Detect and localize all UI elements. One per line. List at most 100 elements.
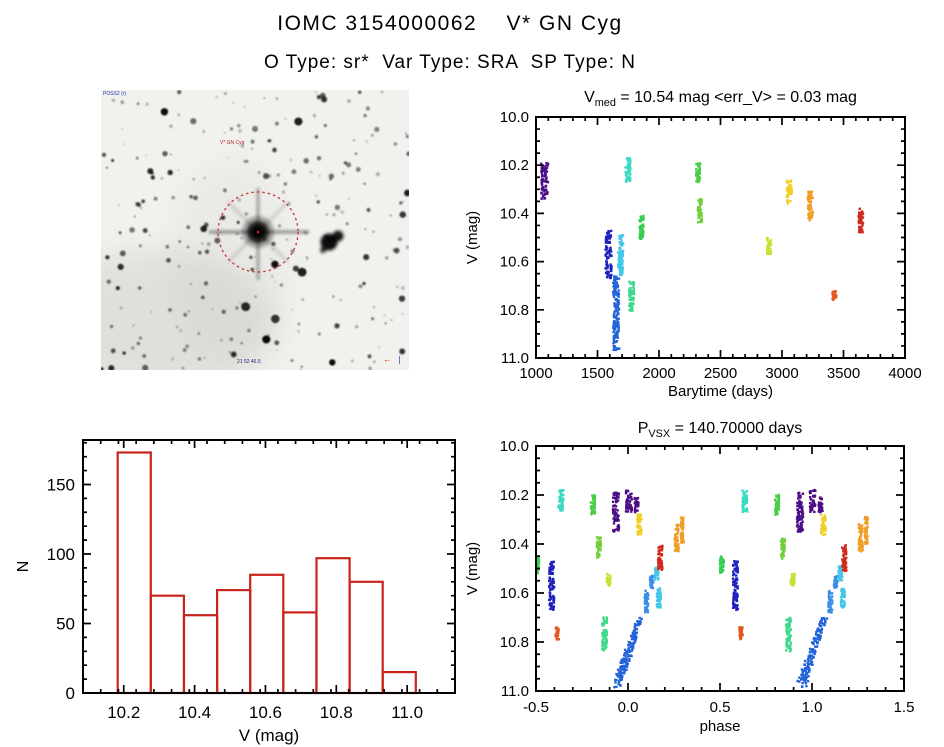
y-tick-label: 10.2 — [500, 157, 529, 174]
y-tick-label: 0 — [66, 684, 75, 703]
lightcurve-plot: 1000 1500 2000 2500 3000 3500 4000 10.0 10.2 10.4… — [464, 89, 922, 400]
x-tick-label: 3000 — [765, 365, 798, 382]
data-cluster — [785, 179, 793, 205]
data-cluster — [643, 589, 834, 614]
data-cluster — [648, 574, 839, 590]
data-cluster — [604, 229, 613, 280]
data-cluster — [624, 156, 632, 183]
data-cluster — [589, 493, 781, 516]
histogram-bar — [315, 557, 351, 695]
histogram-bar — [182, 614, 219, 695]
x-tick-label: 1.5 — [894, 699, 915, 716]
data-cluster — [554, 626, 744, 641]
finder-star-label: V* GN Cyg — [220, 140, 245, 146]
data-cluster — [612, 275, 621, 352]
y-tick-label: 10.6 — [500, 254, 529, 271]
histogram-bar — [249, 573, 285, 695]
data-cluster — [557, 489, 749, 513]
histogram-bar — [216, 589, 252, 695]
target-circle — [217, 191, 299, 273]
data-cluster — [696, 197, 704, 224]
target-centre-mark — [256, 230, 260, 234]
plot-title: Vmed = 10.54 mag <err_V> = 0.03 mag — [584, 89, 857, 109]
y-axis-label: V (mag) — [464, 211, 481, 264]
histogram-bar — [348, 580, 384, 695]
y-axis-label: V (mag) — [464, 542, 481, 595]
phase-plot: -0.5 0.0 0.5 1.0 1.5 10.0 10.2 10.4 10.6 10.8 11.0… — [464, 420, 915, 735]
plot-title: PVSX = 140.70000 days — [638, 420, 803, 440]
finder-coords-label: 21 52 46.5 — [237, 359, 261, 365]
data-cluster — [636, 513, 827, 537]
data-points — [540, 156, 865, 352]
x-tick-label: 1500 — [581, 365, 614, 382]
y-tick-label: 11.0 — [501, 683, 529, 700]
data-cluster — [653, 564, 844, 582]
y-tick-label: 10.8 — [500, 634, 529, 651]
y-tick-label: 150 — [47, 475, 75, 494]
y-axis-label: N — [15, 561, 32, 573]
histogram-bar — [149, 594, 186, 695]
data-cluster — [595, 536, 786, 560]
finder-survey-label: POSS2 (r) — [103, 91, 127, 97]
y-tick-label: 10.2 — [500, 487, 529, 504]
x-tick-label: 11.0 — [391, 703, 423, 722]
data-cluster — [624, 488, 817, 514]
data-cluster — [857, 207, 865, 234]
y-tick-label: 11.0 — [501, 350, 529, 367]
data-cluster — [633, 496, 824, 514]
data-cluster — [679, 516, 869, 545]
finder-chart-image — [101, 90, 409, 370]
data-cluster — [616, 234, 625, 277]
histogram-bar — [381, 671, 417, 695]
axes — [82, 439, 456, 694]
x-tick-label: 1000 — [519, 365, 552, 382]
data-cluster — [656, 544, 848, 573]
histogram-bar — [282, 611, 318, 695]
neighbour-star — [320, 230, 344, 253]
x-tick-label: 10.2 — [107, 703, 140, 722]
data-cluster — [673, 523, 864, 553]
y-tick-label: 10.0 — [500, 438, 529, 455]
finder-chart: POSS2 (r) V* GN Cyg 21 52 46.5 ← ❘ — [101, 90, 409, 370]
data-cluster — [806, 190, 814, 222]
data-cluster — [605, 572, 796, 587]
x-tick-label: -0.5 — [523, 699, 549, 716]
data-cluster — [548, 560, 740, 612]
star-field — [101, 90, 409, 370]
data-cluster — [613, 616, 829, 689]
data-cluster — [831, 290, 838, 301]
y-tick-label: 100 — [47, 545, 75, 564]
data-cluster — [601, 616, 793, 653]
x-tick-label: 4000 — [888, 365, 921, 382]
x-tick-label: 10.6 — [249, 703, 282, 722]
x-tick-label: 2500 — [704, 365, 737, 382]
histogram-bars — [116, 451, 417, 695]
axes — [535, 116, 906, 359]
data-cluster — [540, 161, 550, 200]
x-tick-label: 1.0 — [802, 699, 823, 716]
data-cluster — [537, 555, 725, 575]
finder-orientation-mark: ← ❘ — [383, 355, 403, 364]
x-tick-label: 0.5 — [710, 699, 731, 716]
y-tick-label: 10.4 — [500, 205, 529, 222]
data-points — [537, 488, 869, 689]
page-title: IOMC 3154000062 V* GN Cyg — [277, 12, 623, 35]
x-tick-label: 2000 — [642, 365, 675, 382]
x-axis-label: phase — [700, 718, 741, 735]
data-cluster — [765, 236, 773, 256]
y-tick-label: 50 — [56, 614, 75, 633]
x-tick-label: 0.0 — [618, 699, 639, 716]
data-cluster — [611, 491, 805, 533]
histogram-plot: 10.2 10.4 10.6 10.8 11.0 0 50 100 150 V (mag) N — [15, 439, 456, 745]
histogram-bar — [116, 451, 152, 695]
axes — [535, 445, 905, 692]
x-tick-label: 3500 — [827, 365, 860, 382]
data-cluster — [695, 162, 702, 184]
y-tick-label: 10.8 — [500, 302, 529, 319]
page-subtitle: O Type: sr* Var Type: SRA SP Type: N — [263, 52, 637, 73]
x-tick-label: 10.4 — [178, 703, 211, 722]
y-tick-label: 10.4 — [500, 536, 529, 553]
x-axis-label: Barytime (days) — [668, 383, 773, 400]
data-cluster — [655, 587, 846, 609]
